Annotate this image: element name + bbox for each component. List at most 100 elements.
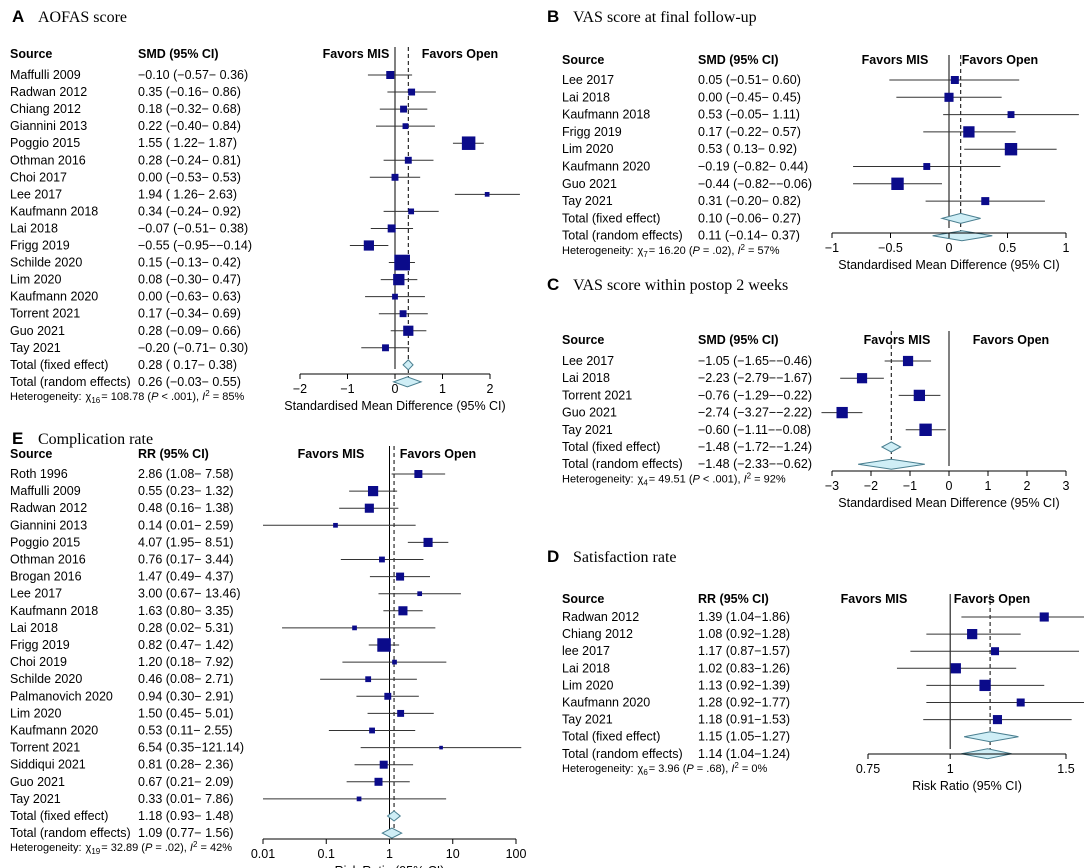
study-source: Brogan 2016: [10, 570, 82, 584]
x-axis: −1 −0.5 0 0.5 1 Standardised Mean Difference …: [825, 232, 1070, 272]
study-source: Guo 2021: [562, 406, 617, 420]
study-effect-ci: 1.39 (1.04−1.86): [698, 610, 790, 624]
panel-c: C VAS score within postop 2 weeks Source SM…: [547, 275, 1070, 510]
study-effect-ci: −0.55 (−0.95−−0.14): [138, 239, 252, 253]
study-effect-ci: 0.14 (0.01− 2.59): [138, 518, 234, 532]
study-source: Schilde 2020: [10, 672, 82, 686]
study-source: Radwan 2012: [10, 501, 87, 515]
panel-title: Complication rate: [38, 431, 153, 448]
study-effect-ci: 1.17 (0.87−1.57): [698, 644, 790, 658]
total-random-ci: 1.14 (1.04−1.24): [698, 747, 790, 761]
study-row: Kaufmann 2020 1.28 (0.92−1.77): [562, 696, 1084, 710]
p-symbol: P: [145, 842, 153, 854]
study-weight-square: [396, 572, 405, 581]
total-fixed-ci: 0.10 (−0.06− 0.27): [698, 211, 801, 225]
col-header-source: Source: [562, 53, 604, 67]
study-source: Kaufmann 2020: [562, 160, 650, 174]
total-random-ci: 1.09 (0.77− 1.56): [138, 826, 234, 840]
panel-title: AOFAS score: [38, 9, 127, 26]
panel-letter: C: [547, 275, 559, 294]
study-source: Chiang 2012: [10, 102, 81, 116]
study-effect-ci: 0.33 (0.01− 7.86): [138, 792, 234, 806]
study-effect-ci: 0.31 (−0.20− 0.82): [698, 194, 801, 208]
study-source: Torrent 2021: [562, 388, 632, 402]
study-row: Guo 2021 0.67 (0.21− 2.09): [10, 775, 410, 789]
study-source: Kaufmann 2018: [10, 204, 98, 218]
total-fixed-ci: 1.15 (1.05−1.27): [698, 730, 790, 744]
total-random-row: Total (random effects) −1.48 (−2.33−−0.62…: [562, 457, 925, 471]
panel-letter: D: [547, 547, 559, 566]
x-tick-label: −0.5: [878, 241, 903, 255]
study-effect-ci: −0.76 (−1.29−−0.22): [698, 388, 812, 402]
study-source: Kaufmann 2018: [10, 604, 98, 618]
chi-symbol: χ: [86, 842, 92, 854]
study-effect-ci: −0.60 (−1.11−−0.08): [698, 423, 811, 437]
col-header-source: Source: [10, 47, 52, 61]
study-effect-ci: −0.44 (−0.82−−0.06): [698, 177, 812, 191]
x-tick-label: 0: [946, 241, 953, 255]
study-weight-square: [398, 606, 408, 616]
study-row: Palmanovich 2020 0.94 (0.30− 2.91): [10, 689, 419, 703]
panel-a: A AOFAS score Source SMD (95% CI) Favors MIS…: [10, 7, 520, 413]
study-weight-square: [963, 126, 975, 138]
p-symbol: P: [693, 473, 701, 485]
study-source: lee 2017: [562, 644, 610, 658]
x-tick-label: −2: [293, 382, 307, 396]
study-effect-ci: 0.22 (−0.40− 0.84): [138, 119, 241, 133]
study-weight-square: [1016, 698, 1025, 707]
study-source: Maffulli 2009: [10, 484, 81, 498]
study-effect-ci: 1.55 ( 1.22− 1.87): [138, 136, 237, 150]
total-fixed-ci: −1.48 (−1.72−−1.24): [698, 440, 812, 454]
study-row: Kaufmann 2018 1.63 (0.80− 3.35): [10, 604, 423, 618]
i-symbol: I: [737, 245, 740, 257]
study-weight-square: [902, 355, 914, 367]
x-axis-title: Standardised Mean Difference (95% CI): [284, 399, 505, 413]
study-effect-ci: 1.02 (0.83−1.26): [698, 661, 790, 675]
col-header-effect: RR (95% CI): [698, 592, 769, 606]
study-effect-ci: 1.20 (0.18− 7.92): [138, 655, 234, 669]
heterogeneity-prefix: Heterogeneity:: [10, 842, 82, 854]
favors-right-label: Favors Open: [400, 447, 476, 461]
study-effect-ci: 3.00 (0.67− 13.46): [138, 587, 241, 601]
total-fixed-row: Total (fixed effect) 0.28 ( 0.17− 0.38): [10, 358, 414, 372]
study-source: Lai 2018: [10, 621, 58, 635]
study-weight-square: [365, 676, 372, 683]
study-source: Lai 2018: [10, 221, 58, 235]
x-tick-label: 2: [1024, 479, 1031, 493]
study-effect-ci: 4.07 (1.95− 8.51): [138, 535, 234, 549]
study-row: Lee 2017 −1.05 (−1.65−−0.46): [562, 354, 932, 368]
x-tick-label: −2: [864, 479, 878, 493]
heterogeneity-text: Heterogeneity: χ4= 49.51 (P < .001), I2 =…: [562, 471, 786, 487]
favors-right-label: Favors Open: [973, 333, 1049, 347]
study-row: Torrent 2021 0.17 (−0.34− 0.69): [10, 307, 428, 321]
study-weight-square: [369, 727, 375, 734]
study-effect-ci: 1.13 (0.92−1.39): [698, 678, 790, 692]
study-effect-ci: 0.67 (0.21− 2.09): [138, 775, 234, 789]
study-row: Kaufmann 2018 0.53 (−0.05− 1.11): [562, 108, 1079, 122]
study-effect-ci: 1.50 (0.45− 5.01): [138, 706, 234, 720]
p-value: = .02),: [152, 842, 190, 854]
study-weight-square: [423, 537, 433, 547]
study-row: Tay 2021 0.33 (0.01− 7.86): [10, 792, 447, 806]
study-effect-ci: 0.55 (0.23− 1.32): [138, 484, 234, 498]
study-effect-ci: −0.10 (−0.57− 0.36): [138, 68, 248, 82]
study-source: Radwan 2012: [10, 85, 87, 99]
i-superscript: 2: [734, 761, 739, 770]
x-tick-label: 1: [947, 762, 954, 776]
panel-title: Satisfaction rate: [573, 549, 677, 566]
x-axis-title: Standardised Mean Difference (95% CI): [838, 258, 1059, 272]
total-random-ci: 0.26 (−0.03− 0.55): [138, 375, 241, 389]
pooled-diamond: [940, 212, 981, 224]
study-row: Choi 2019 1.20 (0.18− 7.92): [10, 655, 447, 669]
x-axis-title: Standardised Mean Difference (95% CI): [838, 496, 1059, 510]
study-weight-square: [944, 92, 954, 102]
study-row: Chiang 2012 0.18 (−0.32− 0.68): [10, 102, 428, 116]
study-source: Lim 2020: [10, 273, 61, 287]
chi-symbol: χ: [638, 763, 644, 775]
study-row: Maffulli 2009 −0.10 (−0.57− 0.36): [10, 68, 413, 82]
total-fixed-label: Total (fixed effect): [562, 730, 660, 744]
study-weight-square: [461, 136, 476, 150]
study-row: Lim 2020 0.53 ( 0.13− 0.92): [562, 142, 1057, 156]
study-effect-ci: −0.19 (−0.82− 0.44): [698, 160, 808, 174]
